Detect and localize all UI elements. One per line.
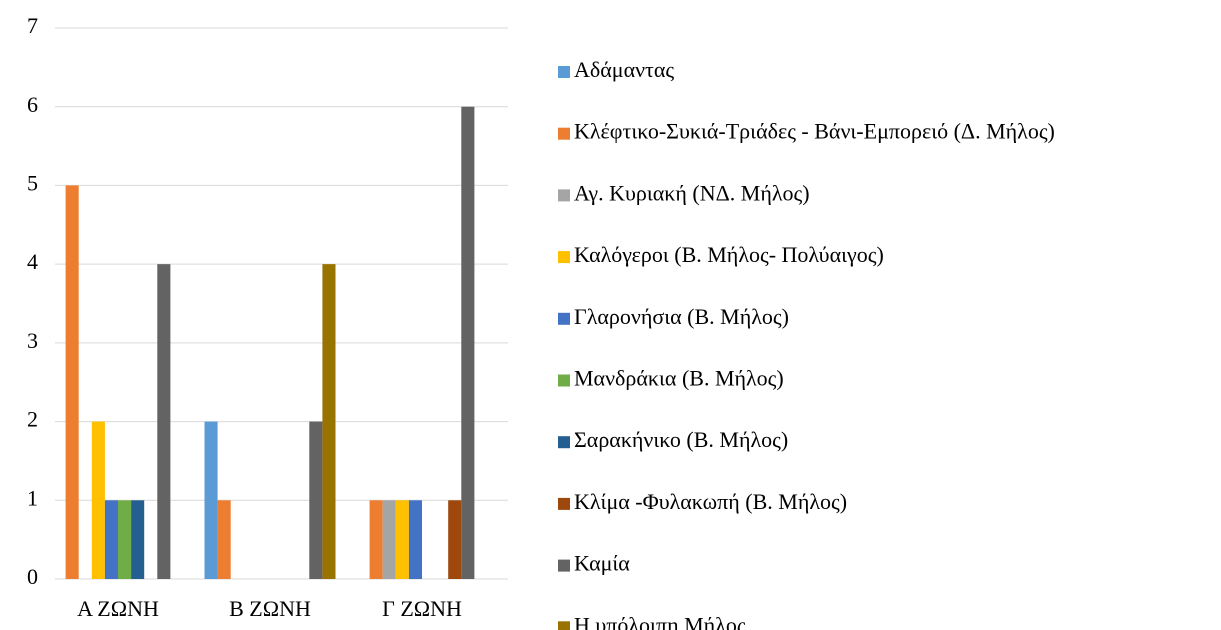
y-tick-label: 5: [27, 170, 38, 195]
y-tick-label: 3: [27, 328, 38, 353]
bar: [448, 500, 462, 579]
legend-swatch: [558, 497, 570, 510]
legend-swatch: [558, 127, 570, 140]
x-tick-label: Α ΖΩΝΗ: [77, 596, 159, 621]
legend-label: Σαρακήνικο (Β. Μήλος): [574, 427, 788, 452]
bar: [104, 500, 118, 579]
legend-label: Η υπόλοιπη Μήλος: [574, 612, 746, 630]
y-tick-label: 1: [27, 485, 38, 510]
legend-swatch: [558, 66, 570, 78]
legend-swatch: [558, 559, 570, 572]
legend-label: Γλαρονήσια (Β. Μήλος): [574, 304, 789, 329]
legend-swatch: [558, 374, 570, 387]
legend-label: Κλίμα -Φυλακωπή (Β. Μήλος): [574, 489, 847, 514]
bar: [461, 106, 475, 579]
bar: [217, 500, 231, 579]
y-tick-label: 4: [27, 249, 38, 274]
legend-swatch: [558, 621, 570, 630]
bar: [131, 500, 145, 579]
legend-label: Αδάμαντας: [574, 57, 674, 82]
legend-label: Καλόγεροι (Β. Μήλος- Πολύαιγος): [574, 242, 884, 267]
bar: [65, 185, 79, 579]
bar: [382, 500, 396, 579]
bar: [309, 421, 323, 579]
bar: [395, 500, 409, 579]
legend-swatch: [558, 189, 570, 202]
bar: [322, 264, 336, 579]
y-tick-label: 2: [27, 407, 38, 432]
legend-swatch: [558, 251, 570, 264]
legend-label: Καμία: [574, 551, 630, 576]
y-tick-label: 0: [27, 564, 38, 589]
legend-label: Αγ. Κυριακή (ΝΔ. Μήλος): [574, 180, 810, 205]
y-tick-label: 6: [27, 92, 38, 117]
bar: [91, 421, 105, 579]
bar: [157, 264, 171, 579]
legend-label: Κλέφτικο-Συκιά-Τριάδες - Βάνι-Εμπορειό (…: [574, 119, 1055, 144]
x-tick-label: Γ ΖΩΝΗ: [382, 596, 462, 621]
x-tick-label: Β ΖΩΝΗ: [229, 596, 311, 621]
legend-label: Μανδράκια (Β. Μήλος): [574, 366, 784, 391]
legend-swatch: [558, 312, 570, 325]
legend-swatch: [558, 436, 570, 449]
y-tick-label: 7: [27, 13, 38, 38]
bar: [369, 500, 383, 579]
bar: [118, 500, 132, 579]
bar: [408, 500, 422, 579]
bar: [204, 421, 218, 579]
